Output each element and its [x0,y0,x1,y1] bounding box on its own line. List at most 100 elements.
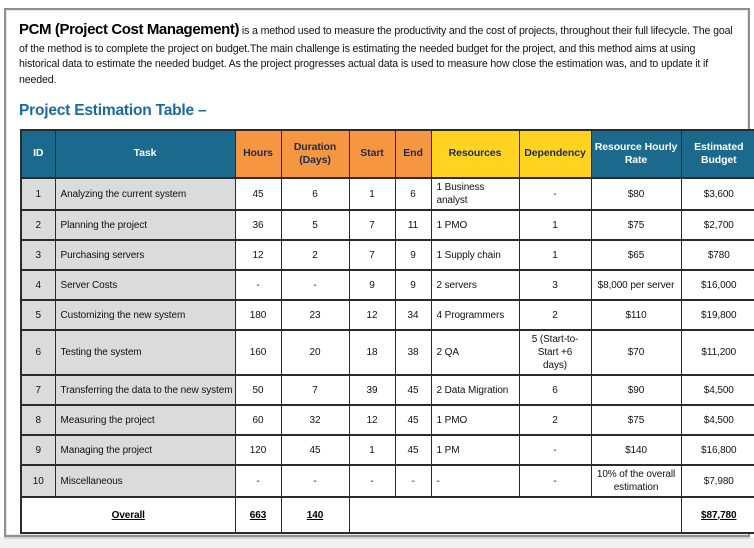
section-heading: Project Estimation Table – [19,102,207,120]
table-row: 1 Analyzing the current system 45 6 1 6 1 Busi… [20,177,754,212]
cell-hours: 60 [234,404,282,437]
cell-resources: 1 PMO [430,404,520,437]
column-header-hours: Hours [234,129,282,180]
overall-hours-value: 663 [249,509,267,521]
cell-budget: $16,000 [680,269,754,302]
cell-start: 1 [348,434,396,467]
cell-end: 6 [394,177,432,212]
cell-hours: 36 [234,209,282,242]
table-header-row: ID Task Hours Duration (Days) Start End Resour… [20,129,754,180]
cell-id: 10 [20,464,56,499]
cell-budget: $3,600 [680,177,754,212]
cell-duration: 6 [280,177,350,212]
intro-body: is a method used to measure the producti… [19,25,733,87]
column-header-id: ID [20,129,56,180]
column-header-task: Task [54,129,236,180]
column-header-budget: Estimated Budget [680,129,754,180]
cell-dependency: 5 (Start-to-Start +6 days) [518,329,592,377]
cell-dependency: 3 [518,269,592,302]
cell-hours: 180 [234,299,282,332]
column-header-duration: Duration (Days) [280,129,350,180]
cell-start: 12 [348,299,396,332]
table-row: 7 Transferring the data to the new system… [20,374,754,407]
cell-start: 18 [348,329,396,377]
cell-start: 9 [348,269,396,302]
table-row: 2 Planning the project 36 5 7 11 1 PMO 1 $75 $2,7… [20,209,754,242]
document-frame: PCM (Project Cost Management) is a metho… [4,8,754,537]
cell-hours: 50 [234,374,282,407]
cell-hours: - [234,464,282,499]
project-estimation-table: ID Task Hours Duration (Days) Start End Resour… [20,129,754,535]
overall-row: Overall 663 140 $87,780 [20,496,754,535]
cell-dependency: - [518,464,592,499]
cell-task: Measuring the project [54,404,236,437]
cell-end: 38 [394,329,432,377]
column-header-start: Start [348,129,396,180]
cell-end: 11 [394,209,432,242]
cell-id: 9 [20,434,56,467]
overall-budget-cell: $87,780 [680,496,754,535]
cell-resources: 4 Programmers [430,299,520,332]
overall-label-cell: Overall [20,496,236,535]
cell-resources: 2 servers [430,269,520,302]
cell-duration: - [280,464,350,499]
cell-end: 34 [394,299,432,332]
cell-rate: 10% of the overall estimation [590,464,682,499]
cell-duration: 45 [280,434,350,467]
cell-rate: $90 [590,374,682,407]
cell-duration: 5 [280,209,350,242]
cell-task: Managing the project [54,434,236,467]
column-header-end: End [394,129,432,180]
cell-duration: 32 [280,404,350,437]
overall-label: Overall [111,509,145,521]
intro-lead: PCM (Project Cost Management) [19,21,240,38]
cell-id: 5 [20,299,56,332]
cell-resources: 1 Supply chain [430,239,520,272]
cell-task: Server Costs [54,269,236,302]
table-row: 5 Customizing the new system 180 23 12 34 4 Pr… [20,299,754,332]
cell-id: 2 [20,209,56,242]
cell-id: 3 [20,239,56,272]
cell-rate: $65 [590,239,682,272]
cell-hours: 45 [234,177,282,212]
cell-task: Testing the system [54,329,236,377]
cell-budget: $4,500 [680,404,754,437]
cell-dependency: - [518,177,592,212]
cell-end: 45 [394,374,432,407]
table-body: 1 Analyzing the current system 45 6 1 6 1 Busi… [20,177,754,499]
cell-rate: $75 [590,404,682,437]
cell-hours: 120 [234,434,282,467]
cell-budget: $780 [680,239,754,272]
cell-resources: 1 Business analyst [430,177,520,212]
cell-duration: 2 [280,239,350,272]
cell-id: 4 [20,269,56,302]
cell-dependency: 6 [518,374,592,407]
cell-id: 6 [20,329,56,377]
cell-resources: 1 PMO [430,209,520,242]
cell-budget: $16,800 [680,434,754,467]
cell-task: Customizing the new system [54,299,236,332]
cell-start: 1 [348,177,396,212]
cell-dependency: 1 [518,209,592,242]
cell-resources: 1 PM [430,434,520,467]
cell-duration: - [280,269,350,302]
overall-budget-value: $87,780 [701,509,737,521]
cell-task: Miscellaneous [54,464,236,499]
cell-id: 7 [20,374,56,407]
cell-dependency: - [518,434,592,467]
cell-budget: $11,200 [680,329,754,377]
cell-end: 45 [394,434,432,467]
cell-start: - [348,464,396,499]
overall-spacer-cell [348,496,682,535]
cell-dependency: 2 [518,404,592,437]
cell-budget: $19,800 [680,299,754,332]
cell-start: 39 [348,374,396,407]
cell-resources: 2 QA [430,329,520,377]
overall-duration-cell: 140 [280,496,350,535]
cell-start: 12 [348,404,396,437]
cell-dependency: 1 [518,239,592,272]
cell-start: 7 [348,209,396,242]
cell-task: Analyzing the current system [54,177,236,212]
table-row: 4 Server Costs - -9 9 2 servers 3 $8,000 per se… [20,269,754,302]
